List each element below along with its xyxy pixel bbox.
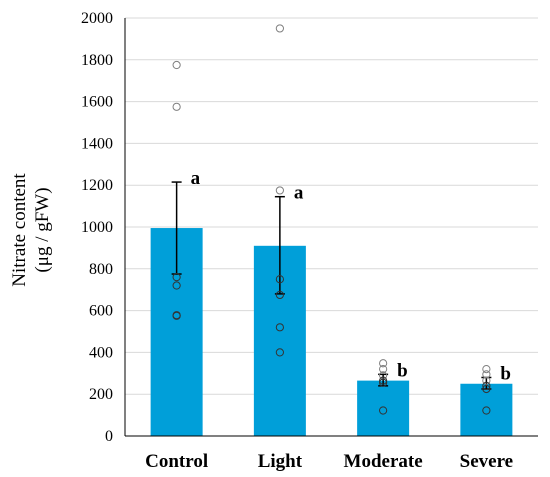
y-tick-label: 400 — [89, 344, 113, 361]
data-point — [482, 376, 491, 385]
data-point — [482, 406, 491, 415]
data-point — [275, 186, 284, 195]
x-category-label: Severe — [460, 451, 513, 472]
data-points — [172, 24, 491, 415]
y-tick-label: 1000 — [81, 219, 113, 236]
data-point — [482, 381, 491, 390]
significance-letters: a a b b — [191, 168, 511, 384]
data-point — [275, 348, 284, 357]
data-point — [172, 273, 181, 282]
x-category-label: Light — [258, 451, 303, 472]
data-point — [275, 323, 284, 332]
significance-letter: b — [500, 363, 511, 384]
y-tick-label: 0 — [105, 428, 113, 445]
y-tick-label: 800 — [89, 261, 113, 278]
data-point — [172, 311, 181, 320]
data-point — [379, 365, 388, 374]
y-tick-labels: 0 200 400 600 800 1000 1200 1400 1600 1800 2000 — [81, 10, 113, 445]
x-category-label: Control — [145, 451, 208, 472]
data-point — [482, 384, 491, 394]
y-tick-label: 1600 — [81, 94, 113, 111]
data-point — [482, 365, 491, 374]
bar-moderate — [357, 380, 410, 436]
axes — [124, 18, 538, 437]
x-category-label: Moderate — [344, 451, 423, 472]
bars — [150, 228, 513, 436]
data-point — [172, 281, 181, 290]
significance-letter: a — [294, 183, 304, 204]
data-point — [379, 406, 388, 415]
y-tick-label: 1800 — [81, 52, 113, 69]
data-point — [275, 24, 284, 33]
data-point — [482, 370, 491, 379]
y-tick-label: 200 — [89, 386, 113, 403]
significance-letter: b — [397, 360, 408, 381]
data-point — [379, 376, 388, 385]
y-tick-label: 600 — [89, 303, 113, 320]
y-tick-label: 1200 — [81, 177, 113, 194]
error-bars — [171, 181, 492, 390]
data-point — [275, 290, 284, 300]
y-axis-title-line-2: (μg / gFW) — [32, 187, 53, 272]
significance-letter: a — [191, 168, 201, 189]
y-tick-label: 2000 — [81, 10, 113, 27]
x-category-labels: Control Light Moderate Severe — [145, 451, 513, 472]
data-point — [172, 60, 181, 70]
data-point — [275, 275, 284, 284]
data-point — [379, 378, 388, 387]
bar-severe — [460, 383, 513, 436]
y-tick-label: 1400 — [81, 135, 113, 152]
y-axis-title-line-1: Nitrate content — [9, 173, 30, 287]
data-point — [172, 102, 181, 111]
data-point — [379, 359, 388, 368]
